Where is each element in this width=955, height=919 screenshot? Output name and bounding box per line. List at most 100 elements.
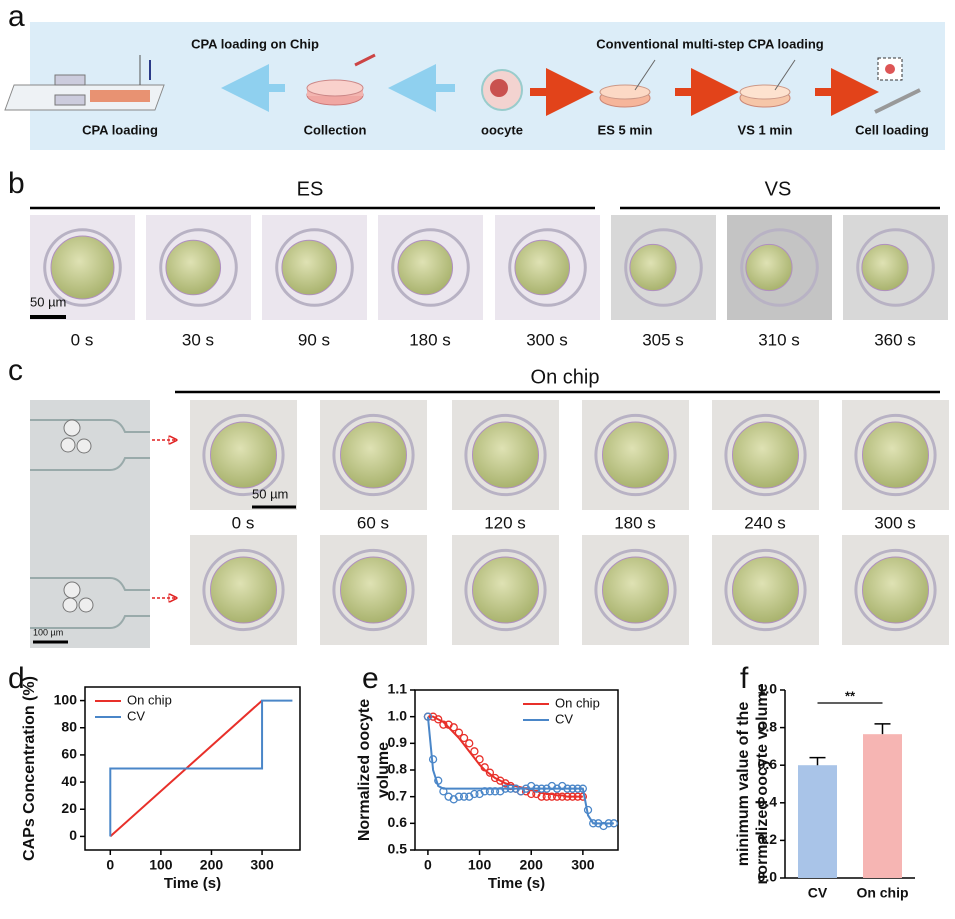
step-label: ES 5 min <box>598 122 653 137</box>
oocyte-body <box>514 239 571 296</box>
data-point <box>470 747 479 756</box>
zona <box>740 228 819 307</box>
zona <box>854 548 937 632</box>
y-tick-label: 0 <box>69 827 77 843</box>
oocyte-body <box>745 243 793 292</box>
zona <box>332 548 415 632</box>
y-tick-label: 0.6 <box>758 756 778 772</box>
oocyte-body <box>629 243 677 292</box>
x-axis-label: Time (s) <box>488 875 545 892</box>
data-point <box>552 792 562 801</box>
data-point <box>434 715 443 724</box>
data-point <box>470 789 479 799</box>
y-tick-label: 20 <box>61 800 77 816</box>
time-label: 120 s <box>484 513 526 532</box>
time-label: 300 s <box>526 330 568 349</box>
oocyte-body <box>472 421 539 489</box>
plot-frame <box>414 689 619 851</box>
scale-bar-label: 50 µm <box>252 486 288 501</box>
y-axis-label: normalized oocyte volume <box>754 683 771 884</box>
oocyte-body <box>397 239 454 296</box>
y-tick-label: 0.9 <box>388 734 408 750</box>
x-tick-label: 100 <box>149 857 173 873</box>
legend-label: CV <box>127 708 145 723</box>
zona <box>275 228 354 307</box>
data-point <box>485 768 495 777</box>
x-tick-label: 0 <box>106 857 114 873</box>
time-label: 0 s <box>71 330 94 349</box>
panel-a-left-title: CPA loading on Chip <box>191 36 319 51</box>
group-header: VS <box>765 178 792 200</box>
y-tick-label: 0.2 <box>758 831 778 847</box>
oocyte-body <box>602 556 669 624</box>
scale-bar-label: 100 µm <box>33 627 63 637</box>
y-axis-label: CAPs Concentration (%) <box>21 676 38 861</box>
time-label: 0 s <box>232 513 255 532</box>
error-bar <box>809 756 826 766</box>
y-tick-label: 0.8 <box>758 718 778 734</box>
time-label: 310 s <box>758 330 800 349</box>
zona <box>43 228 122 307</box>
y-tick-label: 0.7 <box>388 787 408 803</box>
x-tick-label: CV <box>808 885 828 901</box>
zona <box>724 548 807 632</box>
y-tick-label: 1.0 <box>388 707 408 723</box>
time-label: 240 s <box>744 513 786 532</box>
time-label: 300 s <box>874 513 916 532</box>
scale-bar-label: 50 µm <box>30 294 66 309</box>
step-label: Collection <box>304 122 367 137</box>
y-tick-label: 1.0 <box>758 681 778 697</box>
x-tick-label: On chip <box>856 885 908 901</box>
panel-label: f <box>740 662 749 695</box>
fit-line <box>426 716 614 825</box>
oocyte-body <box>732 421 799 489</box>
group-header: ES <box>297 178 324 200</box>
step-label: oocyte <box>481 122 523 137</box>
oocyte-body <box>340 556 407 624</box>
data-point <box>465 739 474 748</box>
zona <box>202 548 285 632</box>
data-point <box>459 792 469 801</box>
zona <box>508 228 587 307</box>
series-line <box>109 699 293 837</box>
oocyte-body <box>50 235 115 300</box>
zona <box>724 413 807 497</box>
y-axis-label: volume <box>375 742 392 798</box>
y-axis-label: Normalized oocyte <box>356 699 373 841</box>
step-label: VS 1 min <box>738 122 793 137</box>
time-label: 180 s <box>614 513 656 532</box>
y-tick-label: 0.4 <box>758 794 778 810</box>
zona <box>464 548 547 632</box>
panel-label: e <box>362 662 379 695</box>
data-point <box>454 728 464 737</box>
plot-frame <box>84 686 301 851</box>
fit-line <box>427 715 583 798</box>
x-tick-label: 100 <box>468 857 492 873</box>
time-label: 60 s <box>357 513 389 532</box>
y-tick-label: 40 <box>61 773 77 789</box>
zona <box>624 228 703 307</box>
x-tick-label: 200 <box>520 857 544 873</box>
panel-label: a <box>8 0 25 33</box>
legend-label: CV <box>555 711 573 726</box>
oocyte-body <box>210 421 277 489</box>
x-axis-label: Time (s) <box>164 875 221 892</box>
panel-a-art <box>4 53 921 116</box>
step-label: Cell loading <box>855 122 929 137</box>
y-tick-label: 100 <box>54 691 78 707</box>
panel-label: d <box>8 662 25 695</box>
oocyte-body <box>861 243 909 292</box>
legend-label: On chip <box>555 695 600 710</box>
panel-label: c <box>8 354 23 387</box>
significance-label: ** <box>845 688 856 703</box>
channel-image <box>30 400 176 648</box>
panel-a-right-title: Conventional multi-step CPA loading <box>596 36 824 51</box>
x-tick-label: 200 <box>200 857 224 873</box>
data-point <box>459 733 469 743</box>
y-axis-label: minimum value of the <box>735 702 752 867</box>
time-label: 30 s <box>182 330 214 349</box>
x-tick-label: 300 <box>571 857 595 873</box>
time-label: 180 s <box>409 330 451 349</box>
oocyte-body <box>862 556 929 624</box>
